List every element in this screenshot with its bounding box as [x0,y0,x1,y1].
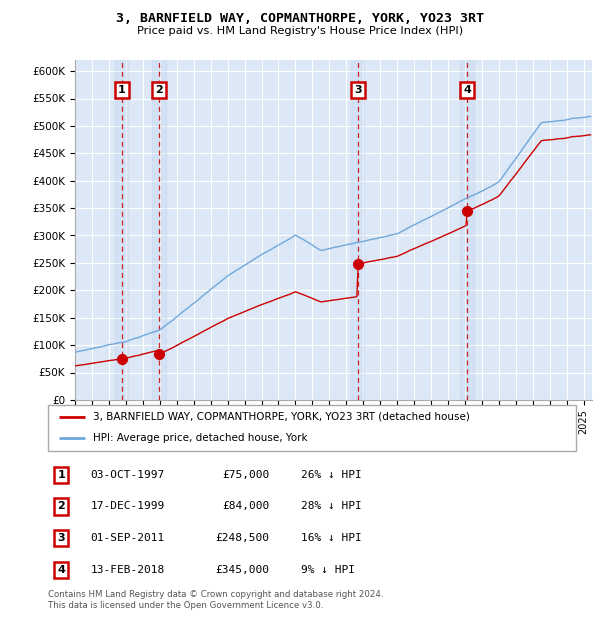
Text: 2: 2 [58,502,65,512]
Bar [115,60,128,400]
Text: 03-OCT-1997: 03-OCT-1997 [90,470,164,480]
Text: 3, BARNFIELD WAY, COPMANTHORPE, YORK, YO23 3RT (detached house): 3, BARNFIELD WAY, COPMANTHORPE, YORK, YO… [93,412,470,422]
Text: 9% ↓ HPI: 9% ↓ HPI [301,565,355,575]
Text: £84,000: £84,000 [223,502,270,512]
Text: 17-DEC-1999: 17-DEC-1999 [90,502,164,512]
Text: 2: 2 [155,86,163,95]
Text: 4: 4 [463,86,471,95]
Text: 3: 3 [58,533,65,543]
Text: HPI: Average price, detached house, York: HPI: Average price, detached house, York [93,433,308,443]
Text: £248,500: £248,500 [216,533,270,543]
Text: 13-FEB-2018: 13-FEB-2018 [90,565,164,575]
FancyBboxPatch shape [48,405,576,451]
Text: Contains HM Land Registry data © Crown copyright and database right 2024.
This d: Contains HM Land Registry data © Crown c… [48,590,383,609]
Text: £75,000: £75,000 [223,470,270,480]
Text: Price paid vs. HM Land Registry's House Price Index (HPI): Price paid vs. HM Land Registry's House … [137,26,463,36]
Text: 1: 1 [58,470,65,480]
Bar [351,60,364,400]
Text: 3, BARNFIELD WAY, COPMANTHORPE, YORK, YO23 3RT: 3, BARNFIELD WAY, COPMANTHORPE, YORK, YO… [116,12,484,25]
Text: 01-SEP-2011: 01-SEP-2011 [90,533,164,543]
Text: 1: 1 [118,86,125,95]
Text: £345,000: £345,000 [216,565,270,575]
Text: 4: 4 [58,565,65,575]
Text: 28% ↓ HPI: 28% ↓ HPI [301,502,362,512]
Text: 26% ↓ HPI: 26% ↓ HPI [301,470,362,480]
Text: 3: 3 [354,86,361,95]
Bar [152,60,166,400]
Bar [460,60,474,400]
Text: 16% ↓ HPI: 16% ↓ HPI [301,533,362,543]
